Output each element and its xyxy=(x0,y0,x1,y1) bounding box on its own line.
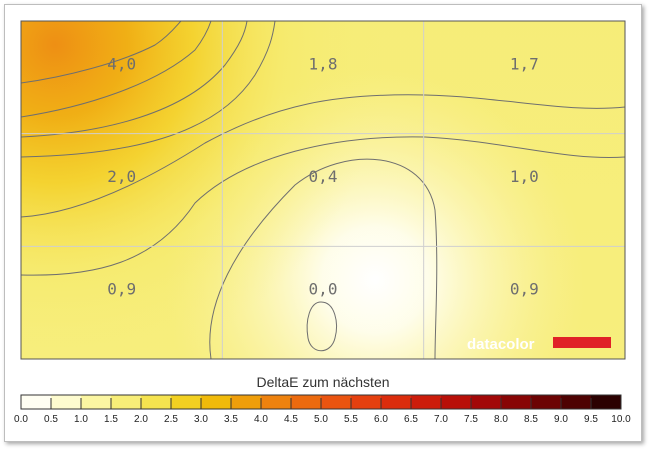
plot-border xyxy=(20,20,626,360)
cell-value-label: 1,0 xyxy=(510,167,539,186)
contour-line xyxy=(21,136,625,276)
legend-tick-label: 3.0 xyxy=(194,414,208,425)
legend-swatch xyxy=(111,395,142,409)
legend-swatch xyxy=(561,395,592,409)
legend-swatch xyxy=(261,395,292,409)
legend-tick-label: 7.5 xyxy=(464,414,478,425)
cell-labels: 4,0 1,8 1,7 2,0 0,4 1,0 0,9 0,0 0,9 xyxy=(107,54,539,298)
legend-tick-label: 2.0 xyxy=(134,414,148,425)
contour-line xyxy=(21,21,212,118)
legend-swatch xyxy=(171,395,202,409)
legend-tick-label: 9.0 xyxy=(554,414,568,425)
legend-ticks: 0.0 0.5 1.0 1.5 2.0 2.5 3.0 3.5 4.0 4.5 5.0 5.5 6.0 6… xyxy=(14,398,631,425)
legend-swatches xyxy=(21,395,622,409)
legend-swatch xyxy=(291,395,322,409)
heatmap-plot: 4,0 1,8 1,7 2,0 0,4 1,0 0,9 0,0 0,9 datacolor xyxy=(20,20,626,360)
legend-swatch xyxy=(531,395,562,409)
contour-line xyxy=(21,21,248,138)
contour-line xyxy=(306,301,337,352)
legend-tick-label: 1.0 xyxy=(74,414,88,425)
legend-swatch xyxy=(201,395,232,409)
legend-tick-label: 5.5 xyxy=(344,414,358,425)
chart-frame: 4,0 1,8 1,7 2,0 0,4 1,0 0,9 0,0 0,9 datacolor De… xyxy=(4,4,642,442)
cell-value-label: 1,7 xyxy=(510,54,539,73)
contour-line xyxy=(209,158,438,359)
legend-swatch xyxy=(411,395,442,409)
legend-tick-label: 4.0 xyxy=(254,414,268,425)
legend-swatch xyxy=(141,395,172,409)
heatmap-high-region xyxy=(21,21,625,359)
legend-swatch xyxy=(591,395,622,409)
legend-tick-label: 2.5 xyxy=(164,414,178,425)
legend-swatch xyxy=(351,395,382,409)
legend-tick-label: 6.0 xyxy=(374,414,388,425)
legend-swatch xyxy=(21,395,52,409)
contour-lines xyxy=(21,21,625,359)
legend-tick-label: 8.0 xyxy=(494,414,508,425)
grid-lines xyxy=(21,21,625,359)
color-legend: DeltaE zum nächsten 0.0 0.5 1.0 1.5 2.0 2.5 3.… xyxy=(14,374,631,425)
legend-tick-label: 0.0 xyxy=(14,414,28,425)
legend-swatch xyxy=(81,395,112,409)
legend-tick-label: 3.5 xyxy=(224,414,238,425)
legend-swatch xyxy=(501,395,532,409)
legend-swatch xyxy=(471,395,502,409)
legend-swatch xyxy=(441,395,472,409)
cell-value-label: 4,0 xyxy=(107,54,136,73)
cell-value-label: 0,9 xyxy=(107,280,136,299)
legend-tick-label: 7.0 xyxy=(434,414,448,425)
datacolor-logo: datacolor xyxy=(467,336,611,353)
cell-value-label: 0,4 xyxy=(309,167,338,186)
legend-tick-label: 0.5 xyxy=(44,414,58,425)
legend-swatch xyxy=(51,395,82,409)
contour-line xyxy=(21,21,182,84)
legend-tick-label: 1.5 xyxy=(104,414,118,425)
cell-value-label: 2,0 xyxy=(107,167,136,186)
cell-value-label: 0,9 xyxy=(510,280,539,299)
brand-name: datacolor xyxy=(467,336,535,353)
legend-tick-label: 6.5 xyxy=(404,414,418,425)
cell-value-label: 0,0 xyxy=(309,280,338,299)
brand-bar xyxy=(553,337,611,348)
contour-line xyxy=(21,94,625,218)
legend-tick-label: 9.5 xyxy=(584,414,598,425)
chart: 4,0 1,8 1,7 2,0 0,4 1,0 0,9 0,0 0,9 datacolor De… xyxy=(14,20,631,425)
legend-tick-label: 10.0 xyxy=(611,414,631,425)
legend-title: DeltaE zum nächsten xyxy=(256,374,389,390)
contour-line xyxy=(21,21,276,158)
legend-swatch xyxy=(231,395,262,409)
legend-swatch xyxy=(381,395,412,409)
legend-tick-label: 8.5 xyxy=(524,414,538,425)
legend-tick-label: 5.0 xyxy=(314,414,328,425)
legend-tick-label: 4.5 xyxy=(284,414,298,425)
legend-swatch xyxy=(321,395,352,409)
cell-value-label: 1,8 xyxy=(309,54,338,73)
